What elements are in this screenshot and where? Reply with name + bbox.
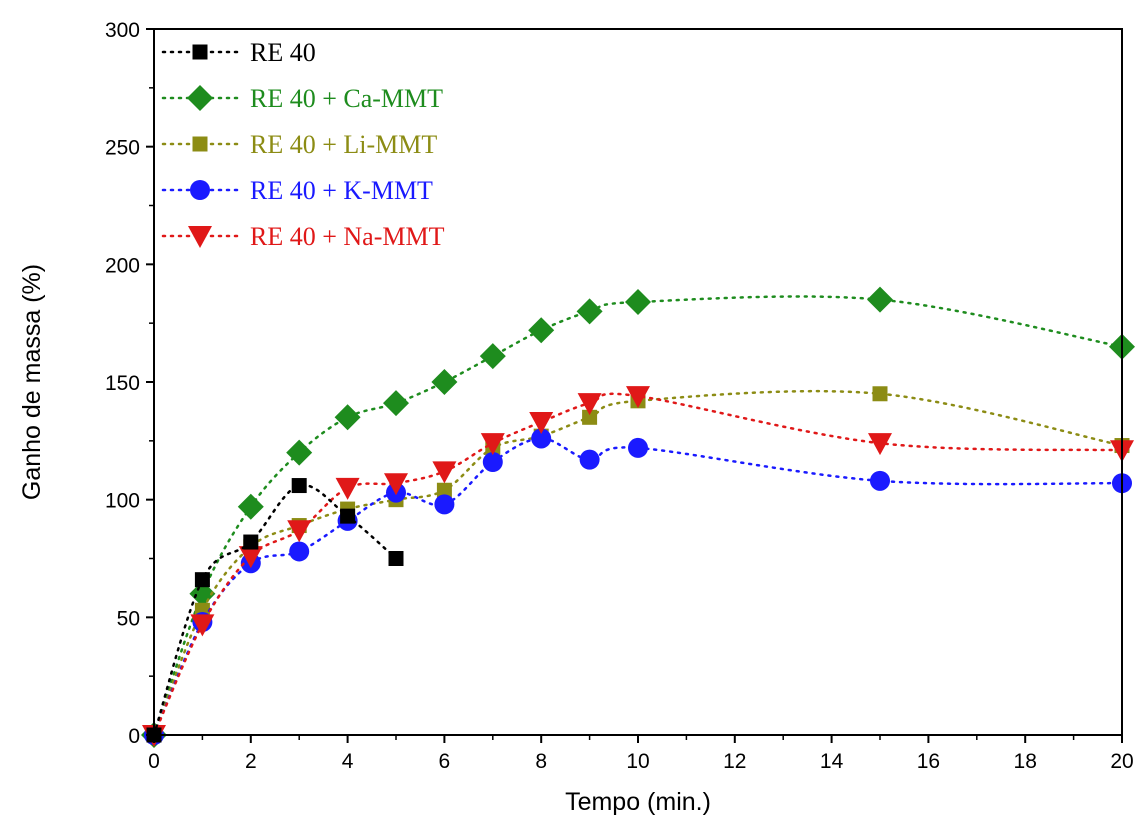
y-tick-label-0: 0	[128, 725, 140, 748]
x-tick-label-3: 6	[439, 750, 451, 773]
point-1-11	[867, 286, 893, 313]
x-tick-label-8: 16	[917, 750, 940, 773]
point-3-10	[628, 437, 648, 458]
point-3-6	[434, 494, 455, 515]
x-tick-label-10: 20	[1110, 750, 1133, 773]
point-4-3	[287, 520, 312, 543]
legend-marker-3	[190, 180, 210, 200]
point-0-3	[291, 478, 307, 494]
point-3-9	[579, 449, 600, 470]
point-1-9	[576, 298, 603, 325]
point-2-9	[582, 409, 598, 425]
legend-entry-4: RE 40 + Na-MMT	[161, 222, 445, 251]
series-1	[141, 286, 1135, 748]
point-1-7	[479, 343, 506, 370]
legend-marker-2	[192, 136, 208, 152]
series-4	[142, 386, 1134, 747]
legend-label-3: RE 40 + K-MMT	[250, 176, 433, 205]
legend-marker-1	[187, 85, 213, 111]
point-0-4	[340, 508, 356, 524]
legend-entry-1: RE 40 + Ca-MMT	[161, 84, 443, 113]
point-4-5	[384, 473, 408, 496]
legend-marker-4	[188, 226, 212, 248]
point-1-5	[383, 390, 409, 417]
y-tick-label-4: 200	[105, 254, 140, 277]
point-3-8	[531, 428, 552, 449]
y-tick-label-3: 150	[105, 372, 140, 395]
x-axis-title: Tempo (min.)	[565, 788, 711, 816]
legend: RE 40 RE 40 + Ca-MMT RE 40 + Li-MMT RE 40 +…	[161, 38, 445, 251]
point-0-2	[243, 534, 259, 550]
point-4-1	[190, 614, 215, 637]
y-tick-label-1: 50	[117, 607, 140, 630]
point-1-8	[528, 317, 555, 344]
series-0	[146, 478, 404, 743]
point-4-10	[626, 386, 650, 409]
legend-label-4: RE 40 + Na-MMT	[250, 222, 445, 251]
x-tick-label-0: 0	[148, 750, 160, 773]
x-tick-label-4: 8	[535, 750, 547, 773]
series-line-4	[152, 392, 1124, 737]
legend-marker-0	[192, 44, 208, 60]
point-1-3	[286, 439, 313, 466]
point-4-9	[577, 393, 602, 416]
x-tick-label-5: 10	[626, 750, 649, 773]
legend-entry-3: RE 40 + K-MMT	[161, 176, 433, 205]
x-tick-label-9: 18	[1014, 750, 1037, 773]
point-3-11	[870, 470, 890, 491]
point-0-1	[194, 572, 210, 588]
y-tick-label-5: 250	[105, 137, 140, 160]
y-axis-title: Ganho de massa (%)	[18, 264, 46, 500]
point-3-3	[289, 541, 310, 562]
point-4-7	[480, 433, 505, 456]
point-1-4	[334, 404, 361, 431]
point-4-8	[529, 412, 554, 435]
y-tick-label-6: 300	[105, 19, 140, 42]
series-line-1	[152, 295, 1124, 737]
legend-entry-2: RE 40 + Li-MMT	[161, 130, 437, 159]
y-tick-label-2: 100	[105, 490, 140, 513]
point-2-11	[872, 386, 888, 402]
legend-label-0: RE 40	[250, 38, 316, 67]
point-4-4	[335, 477, 360, 500]
legend-entry-0: RE 40	[161, 38, 316, 67]
point-1-2	[237, 493, 264, 520]
x-tick-label-1: 2	[245, 750, 257, 773]
point-1-10	[625, 288, 651, 315]
point-4-2	[238, 546, 263, 569]
point-2-6	[436, 482, 452, 498]
point-3-7	[482, 452, 503, 473]
legend-label-1: RE 40 + Ca-MMT	[250, 84, 443, 113]
point-0-5	[388, 551, 404, 566]
point-4-11	[868, 433, 892, 456]
x-tick-label-7: 14	[820, 750, 844, 773]
x-tick-label-6: 12	[723, 750, 746, 773]
point-1-6	[431, 369, 458, 395]
legend-label-2: RE 40 + Li-MMT	[250, 130, 437, 159]
series-layer	[141, 286, 1135, 748]
point-4-6	[432, 461, 457, 484]
x-tick-label-2: 4	[342, 750, 354, 773]
